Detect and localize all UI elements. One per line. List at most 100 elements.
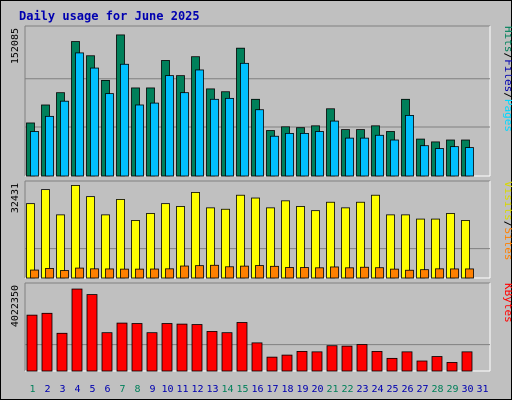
files-bar xyxy=(180,92,189,177)
files-bar xyxy=(345,137,354,177)
legend-top: Hits/Files/Pages xyxy=(502,26,512,132)
files-bar xyxy=(225,97,234,177)
sites-bar xyxy=(105,268,114,279)
legend-bottom: KBytes xyxy=(502,283,512,323)
files-bar xyxy=(60,100,69,177)
files-bar xyxy=(390,139,399,177)
x-tick-label: 31 xyxy=(476,384,488,395)
x-tick-label: 11 xyxy=(176,384,188,395)
x-tick-label: 14 xyxy=(221,384,233,395)
x-tick-label: 2 xyxy=(44,384,50,395)
files-bar xyxy=(330,120,339,177)
files-bar xyxy=(210,98,219,177)
x-tick-label: 15 xyxy=(236,384,248,395)
x-tick-label: 24 xyxy=(371,384,383,395)
kbytes-bar xyxy=(416,360,428,372)
sites-bar xyxy=(225,266,234,279)
kbytes-bar xyxy=(401,351,413,372)
x-tick-label: 27 xyxy=(416,384,428,395)
legend-mid: Visits/Sites xyxy=(502,181,512,261)
files-bar xyxy=(300,132,309,177)
sites-bar xyxy=(345,267,354,279)
x-tick-label: 8 xyxy=(134,384,140,395)
visits-bar xyxy=(161,203,170,279)
kbytes-bar xyxy=(461,351,473,372)
files-bar xyxy=(135,104,144,177)
sites-bar xyxy=(120,268,129,279)
kbytes-bar xyxy=(266,356,278,372)
sites-bar xyxy=(390,268,399,279)
y-max-visits: 32431 xyxy=(10,183,21,213)
x-tick-label: 28 xyxy=(431,384,443,395)
sites-bar xyxy=(30,269,39,279)
visits-bar xyxy=(416,218,425,279)
kbytes-bar xyxy=(146,332,158,372)
files-bar xyxy=(255,109,264,177)
kbytes-bar xyxy=(71,288,83,372)
kbytes-bar xyxy=(236,322,248,372)
files-bar xyxy=(195,69,204,177)
sites-bar xyxy=(270,265,279,279)
legend-files: Files xyxy=(502,59,512,92)
kbytes-bar xyxy=(251,342,263,372)
sites-bar xyxy=(90,268,99,279)
visits-bar xyxy=(356,201,365,279)
kbytes-bar xyxy=(101,332,113,372)
sites-bar xyxy=(435,268,444,279)
legend-sep: / xyxy=(502,221,512,228)
x-tick-label: 30 xyxy=(461,384,473,395)
kbytes-bar xyxy=(281,354,293,372)
sites-bar xyxy=(135,268,144,279)
files-bar xyxy=(360,137,369,177)
x-tick-label: 18 xyxy=(281,384,293,395)
kbytes-bar xyxy=(161,323,173,372)
visits-bar xyxy=(371,194,380,279)
sites-bar xyxy=(315,267,324,279)
kbytes-bar xyxy=(221,332,233,372)
visits-bar xyxy=(71,185,80,279)
files-bar xyxy=(315,131,324,177)
legend-sep: / xyxy=(502,53,512,60)
kbytes-bar xyxy=(26,314,38,372)
kbytes-bar xyxy=(296,351,308,372)
legend-kbytes: KBytes xyxy=(502,283,512,323)
sites-bar xyxy=(45,268,54,279)
kbytes-bar xyxy=(131,323,143,372)
sites-bar xyxy=(330,266,339,279)
sites-bar xyxy=(75,267,84,279)
kbytes-bar xyxy=(446,362,458,372)
x-tick-label: 13 xyxy=(206,384,218,395)
kbytes-bar xyxy=(191,324,203,372)
sites-bar xyxy=(210,264,219,279)
files-bar xyxy=(165,75,174,177)
x-tick-label: 21 xyxy=(326,384,338,395)
x-tick-label: 7 xyxy=(119,384,125,395)
visits-bar xyxy=(56,214,65,279)
visits-bar xyxy=(236,194,245,279)
x-tick-label: 1 xyxy=(29,384,35,395)
legend-pages: Pages xyxy=(502,99,512,132)
visits-bar xyxy=(146,213,155,279)
sites-bar xyxy=(450,268,459,279)
legend-sep: / xyxy=(502,92,512,99)
files-bar xyxy=(465,147,474,177)
visits-bar xyxy=(446,213,455,279)
x-tick-label: 19 xyxy=(296,384,308,395)
visits-bar xyxy=(401,214,410,279)
kbytes-bar xyxy=(56,332,68,372)
sites-bar xyxy=(180,265,189,279)
sites-bar xyxy=(165,268,174,279)
x-tick-label: 9 xyxy=(149,384,155,395)
files-bar xyxy=(105,93,114,177)
kbytes-bar xyxy=(326,345,338,372)
visits-bar xyxy=(281,200,290,279)
sites-bar xyxy=(60,270,69,279)
x-tick-label: 5 xyxy=(89,384,95,395)
sites-bar xyxy=(240,265,249,279)
x-tick-label: 16 xyxy=(251,384,263,395)
x-tick-label: 22 xyxy=(341,384,353,395)
kbytes-bar xyxy=(176,323,188,372)
x-tick-label: 20 xyxy=(311,384,323,395)
sites-bar xyxy=(150,268,159,279)
